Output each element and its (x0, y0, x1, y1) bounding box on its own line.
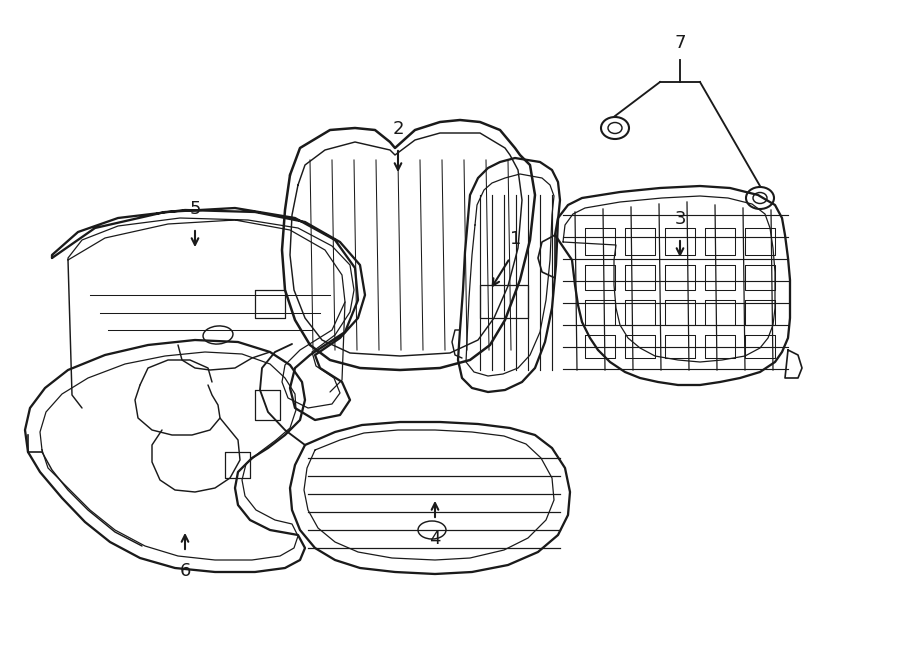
Text: 6: 6 (179, 562, 191, 580)
Text: 5: 5 (189, 200, 201, 218)
Text: 3: 3 (674, 210, 686, 228)
Text: 1: 1 (510, 230, 522, 248)
Text: 7: 7 (674, 34, 686, 52)
Text: 2: 2 (392, 120, 404, 138)
Text: 4: 4 (429, 530, 441, 548)
